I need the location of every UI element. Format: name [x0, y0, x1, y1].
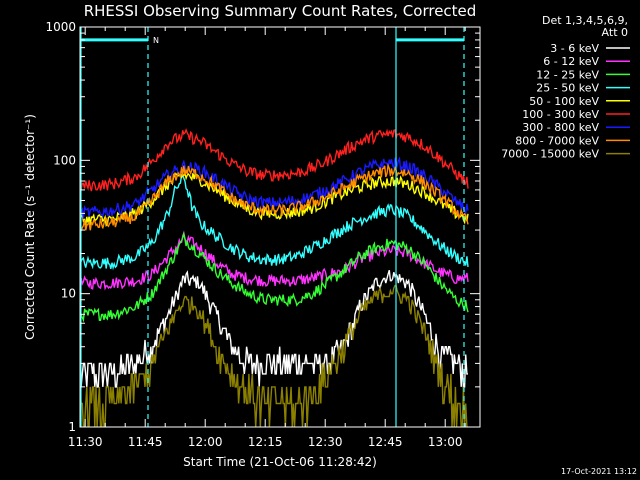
x-tick-label-3: 12:15: [248, 435, 283, 449]
x-tick-label-2: 12:00: [188, 435, 223, 449]
legend-label-6: 300 - 800 keV: [522, 121, 599, 134]
x-tick-label-0: 11:30: [68, 435, 103, 449]
y-axis-label: Corrected Count Rate (s⁻¹ detector⁻¹): [23, 114, 37, 340]
series-line-3: [80, 173, 469, 271]
legend-label-4: 50 - 100 keV: [529, 95, 599, 108]
y-tick-label-1: 10: [61, 287, 76, 301]
plot-frame: [79, 26, 481, 428]
x-axis: 11:30 11:45 12:00 12:15 12:30 12:45 13:00: [68, 27, 466, 449]
flag-label: N: [153, 36, 159, 45]
series-line-8: [80, 284, 468, 427]
y-axis: 1 10 100 1000: [45, 20, 480, 434]
x-tick-label-5: 12:45: [368, 435, 403, 449]
chart-title: RHESSI Observing Summary Count Rates, Co…: [84, 2, 477, 20]
y-tick-label-3: 1000: [45, 20, 76, 34]
series-line-1: [80, 230, 469, 291]
x-axis-label: Start Time (21-Oct-06 11:28:42): [183, 455, 377, 469]
y-tick-label-0: 1: [68, 420, 76, 434]
y-tick-label-2: 100: [53, 153, 76, 167]
x-tick-label-6: 13:00: [428, 435, 463, 449]
legend-label-3: 25 - 50 keV: [536, 82, 599, 95]
legend-header-1: Att 0: [602, 26, 628, 39]
legend-label-2: 12 - 25 keV: [536, 68, 599, 81]
x-tick-label-1: 11:45: [128, 435, 163, 449]
series-line-4: [80, 171, 469, 227]
series-line-7: [80, 163, 469, 233]
x-tick-label-4: 12:30: [308, 435, 343, 449]
series-line-5: [80, 128, 469, 192]
legend-label-0: 3 - 6 keV: [550, 42, 599, 55]
annotation-layer: N: [80, 27, 465, 427]
series-line-2: [80, 231, 469, 323]
footer-timestamp: 17-Oct-2021 13:12: [561, 467, 637, 476]
series-layer: [80, 128, 469, 427]
legend-label-7: 800 - 7000 keV: [515, 134, 599, 147]
legend-label-8: 7000 - 15000 keV: [501, 148, 599, 161]
legend-label-1: 6 - 12 keV: [543, 55, 599, 68]
legend-label-5: 100 - 300 keV: [522, 108, 599, 121]
series-line-0: [80, 269, 468, 388]
legend-header-0: Det 1,3,4,5,6,9,: [542, 14, 628, 27]
